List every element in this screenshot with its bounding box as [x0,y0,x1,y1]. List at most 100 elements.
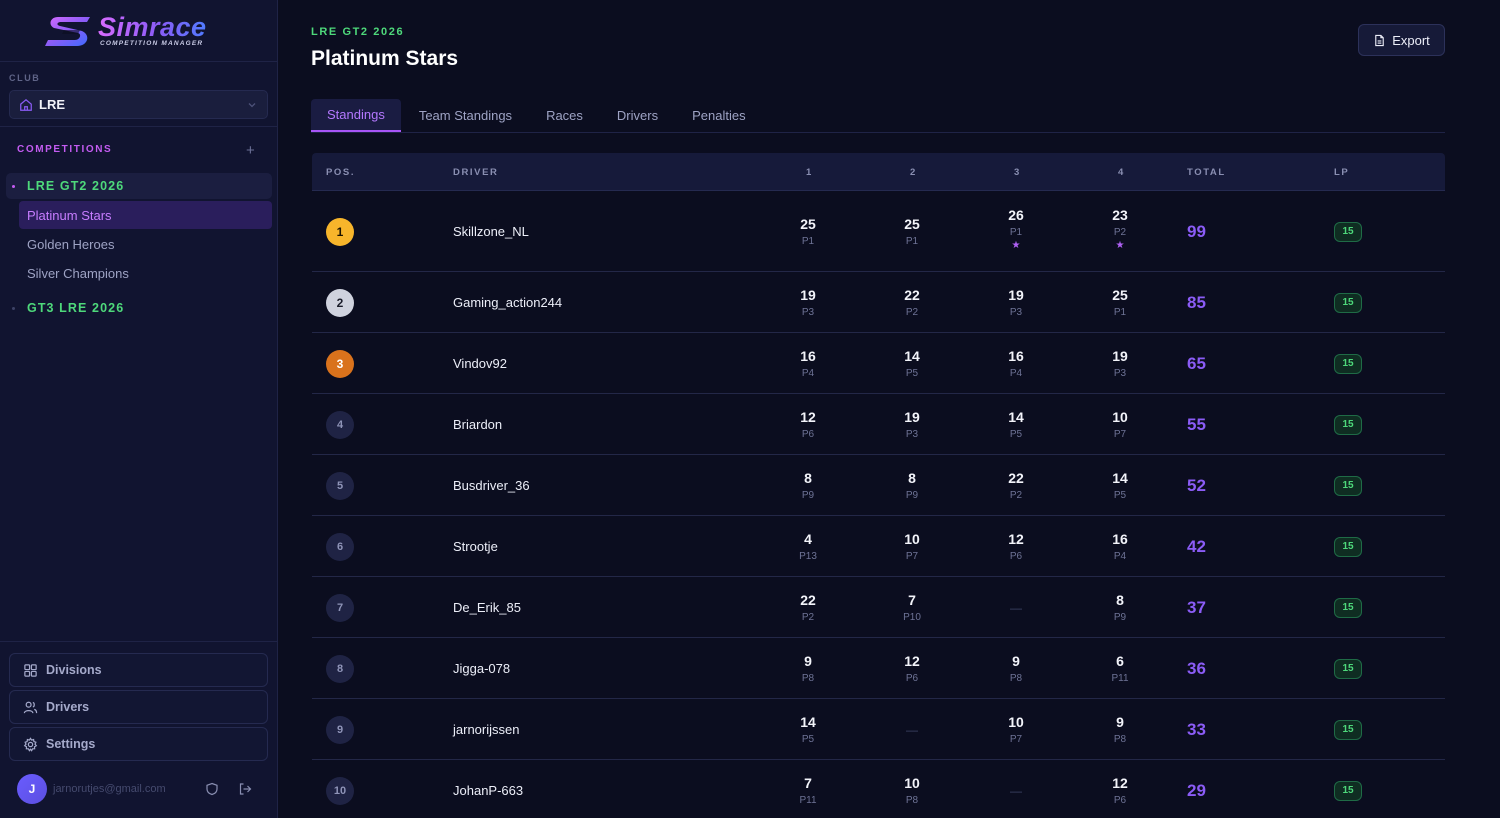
race-result-cell: 22 P2 [768,592,848,625]
total-points: 99 [1187,221,1206,241]
star-icon: ★ [1115,239,1125,251]
race-points: 16 [1112,530,1128,547]
column-header-lp[interactable]: LP [1334,167,1350,178]
driver-name[interactable]: Vindov92 [453,355,507,371]
race-points: 9 [1116,713,1124,730]
race-result-cell: 19 P3 [768,287,848,320]
table-row[interactable]: 8 Jigga-078 9 P8 12 P6 9 P8 6 P11 36 15 [312,638,1445,699]
divisions-button[interactable]: Divisions [9,653,268,687]
total-points: 36 [1187,658,1206,678]
position-badge: 4 [326,410,354,439]
divider [0,641,278,642]
table-row[interactable]: 3 Vindov92 16 P4 14 P5 16 P4 19 P3 65 15 [312,333,1445,394]
division-item-platinum-stars[interactable]: Platinum Stars [19,201,272,229]
race-result-cell: 10 P7 [976,714,1056,747]
division-item-golden-heroes[interactable]: Golden Heroes [27,236,115,252]
total-points: 33 [1187,719,1206,739]
file-icon [1375,34,1384,46]
divisions-button-label: Divisions [46,663,102,677]
driver-name[interactable]: Jigga-078 [453,660,511,676]
column-header-race-4[interactable]: 4 [1118,167,1125,178]
table-row[interactable]: 4 Briardon 12 P6 19 P3 14 P5 10 P7 55 15 [312,394,1445,455]
position-badge: 7 [326,593,354,622]
tab-drivers[interactable]: Drivers [616,108,659,123]
table-row[interactable]: 5 Busdriver_36 8 P9 8 P9 22 P2 14 P5 52 15 [312,455,1445,516]
race-result-cell: 9 P8 [1080,714,1160,747]
race-points: 19 [904,408,920,425]
race-points: 12 [1008,530,1024,547]
race-result-cell: — [872,722,952,738]
race-result-cell: 10 P7 [1080,409,1160,442]
avatar[interactable]: J [17,774,47,804]
driver-name[interactable]: jarnorijssen [453,721,520,737]
race-points: 14 [1112,469,1128,486]
race-points: 25 [904,215,920,232]
race-points: 19 [800,286,816,303]
club-select[interactable]: LRE [9,90,268,119]
tab-penalties[interactable]: Penalties [692,108,746,123]
column-header-race-2[interactable]: 2 [910,167,917,178]
tab-races[interactable]: Races [546,108,583,123]
table-row[interactable]: 9 jarnorijssen 14 P5—10 P7 9 P8 33 15 [312,699,1445,760]
settings-button[interactable]: Settings [9,727,268,761]
race-finish-position: P5 [1009,428,1023,440]
driver-name[interactable]: Strootje [453,538,498,554]
driver-name[interactable]: Gaming_action244 [453,294,563,310]
race-result-cell: 7 P11 [768,775,848,808]
race-finish-position: P6 [1113,794,1127,806]
race-result-cell: 12 P6 [976,531,1056,564]
race-result-cell: 19 P3 [1080,348,1160,381]
column-header-driver[interactable]: DRIVER [453,167,499,178]
tab-team-standings[interactable]: Team Standings [418,108,513,123]
divider [311,132,1445,133]
table-row[interactable]: 7 De_Erik_85 22 P2 7 P10—8 P9 37 15 [312,577,1445,638]
add-competition-button[interactable]: + [246,142,255,159]
race-result-cell: 16 P4 [1080,531,1160,564]
driver-name[interactable]: Briardon [453,416,503,432]
competition-group-lre-gt2-2026[interactable]: LRE GT2 2026 [6,173,272,199]
table-row[interactable]: 6 Strootje 4 P13 10 P7 12 P6 16 P4 42 15 [312,516,1445,577]
position-badge: 2 [326,288,354,317]
no-result-dash: — [906,722,918,737]
gear-icon [23,736,38,752]
table-row[interactable]: 2 Gaming_action244 19 P3 22 P2 19 P3 25 P1 85 15 [312,272,1445,333]
total-points: 65 [1187,353,1206,373]
driver-name[interactable]: De_Erik_85 [453,599,521,615]
column-header-race-1[interactable]: 1 [806,167,813,178]
driver-name[interactable]: Busdriver_36 [453,477,530,493]
position-badge: 9 [326,715,354,744]
race-result-cell: 12 P6 [768,409,848,442]
brand-logo[interactable]: Simrace COMPETITION MANAGER [0,0,277,62]
race-result-cell: 14 P5 [1080,470,1160,503]
race-result-cell: 12 P6 [1080,775,1160,808]
logout-icon[interactable] [238,782,252,796]
table-row[interactable]: 1 Skillzone_NL 25 P1 25 P1 26 P1 ★ 23 P2 ★ 99 15 [312,191,1445,272]
tab-standings[interactable]: Standings [311,99,401,132]
race-finish-position: P4 [1113,550,1127,562]
race-finish-position: P9 [801,489,815,501]
brand-title: Simrace [98,12,207,42]
driver-name[interactable]: Skillzone_NL [453,223,529,239]
race-result-cell: 4 P13 [768,531,848,564]
drivers-button[interactable]: Drivers [9,690,268,724]
shield-icon[interactable] [205,782,219,796]
column-header-total[interactable]: TOTAL [1187,167,1226,178]
home-icon [20,98,32,111]
column-header-race-3[interactable]: 3 [1014,167,1021,178]
race-finish-position: P3 [1009,306,1023,318]
driver-name[interactable]: JohanP-663 [453,782,524,798]
column-header-pos[interactable]: POS. [326,167,356,178]
competition-group-gt3-lre-2026[interactable]: GT3 LRE 2026 [6,295,272,321]
club-label: CLUB [9,73,41,83]
race-finish-position: P5 [1113,489,1127,501]
settings-button-label: Settings [46,737,96,751]
race-finish-position: P4 [801,367,815,379]
race-points: 22 [800,591,816,608]
table-row[interactable]: 10 JohanP-663 7 P11 10 P8—12 P6 29 15 [312,760,1445,818]
position-badge: 1 [326,217,354,246]
expanded-indicator-icon [12,184,15,188]
position-badge: 8 [326,654,354,683]
lp-badge: 15 [1334,414,1362,435]
export-button[interactable]: Export [1358,24,1445,56]
division-item-silver-champions[interactable]: Silver Champions [27,265,129,281]
